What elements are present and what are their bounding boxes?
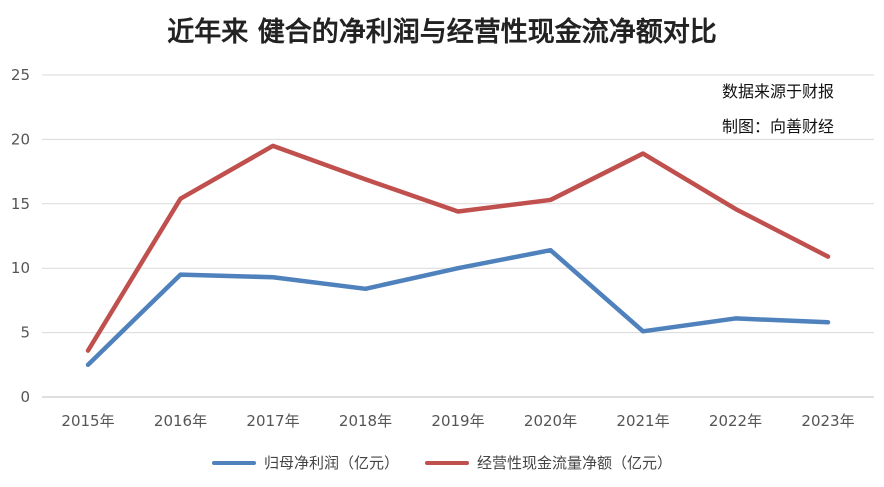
y-axis-ticks: 0 5 10 15 20 25: [11, 66, 30, 406]
x-axis-ticks: 2015年 2016年 2017年 2018年 2019年 2020年 2021年 2022年…: [61, 412, 854, 430]
x-tick-label: 2021年: [616, 412, 669, 430]
x-tick-label: 2019年: [431, 412, 484, 430]
y-tick-label: 10: [11, 259, 30, 277]
x-tick-label: 2023年: [801, 412, 854, 430]
source-note: 数据来源于财报: [722, 82, 835, 101]
x-tick-label: 2020年: [524, 412, 577, 430]
x-tick-label: 2015年: [61, 412, 114, 430]
series-lines: [85, 143, 831, 368]
x-tick-label: 2022年: [709, 412, 762, 430]
legend-item-net-profit: 归母净利润（亿元）: [211, 452, 399, 473]
legend-item-operating-cash-flow: 经营性现金流量净额（亿元）: [425, 452, 672, 473]
y-tick-label: 0: [20, 388, 30, 406]
series-line-net-profit: [85, 247, 831, 368]
legend-swatch-net-profit: [211, 460, 256, 465]
x-tick-label: 2016年: [154, 412, 207, 430]
legend-label-net-profit: 归母净利润（亿元）: [263, 454, 399, 472]
y-tick-label: 5: [20, 324, 30, 342]
chart-title: 近年来 健合的净利润与经营性现金流净额对比: [167, 17, 717, 48]
y-tick-label: 25: [11, 66, 30, 84]
credit-note: 制图：向善财经: [722, 117, 835, 136]
line-chart: 0 5 10 15 20 25 2015年 2016年 2017年 2018年 2019年 2020…: [11, 66, 874, 430]
y-tick-label: 20: [11, 130, 30, 148]
x-tick-label: 2017年: [246, 412, 299, 430]
legend-label-operating-cash-flow: 经营性现金流量净额（亿元）: [477, 454, 673, 472]
y-tick-label: 15: [11, 195, 30, 213]
legend-swatch-operating-cash-flow: [425, 460, 469, 465]
series-line-operating-cash-flow: [85, 143, 831, 353]
legend: 归母净利润（亿元） 经营性现金流量净额（亿元）: [0, 452, 884, 473]
x-tick-label: 2018年: [339, 412, 392, 430]
